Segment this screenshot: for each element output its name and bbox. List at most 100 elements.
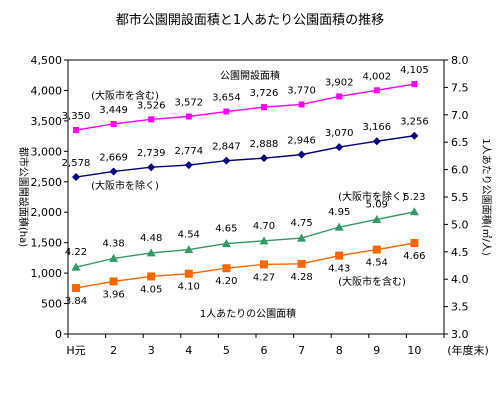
series-3: 4.22 4.38 4.48 4.54 4.65 4.70 4.75 4.95 5.09 5.23 — [65, 192, 426, 271]
y-left-tick-label: 4,500 — [31, 54, 63, 67]
left-axis: 0 500 1,000 1,500 2,000 2,500 3,000 3,500 4,000 4… — [31, 54, 68, 341]
annotation-per-capita: 1人あたりの公園面積 — [200, 307, 296, 320]
data-point — [184, 245, 194, 254]
y-left-tick-label: 1,500 — [31, 237, 63, 250]
data-point — [72, 283, 80, 292]
y-right-tick-label: 7.5 — [451, 81, 469, 94]
series-line — [75, 83, 415, 131]
y-right-tick-label: 4.5 — [451, 246, 469, 259]
data-label: 4.54 — [366, 258, 388, 269]
right-axis: 3.0 3.5 4.0 4.5 5.0 5.5 6.0 6.5 7.0 7.5 8.0 — [444, 54, 469, 341]
data-label: 4.75 — [290, 218, 312, 229]
y-right-tick-label: 3.5 — [451, 301, 469, 314]
data-label: 3,070 — [325, 128, 354, 139]
data-label: 3,350 — [62, 111, 91, 122]
data-point — [146, 248, 156, 257]
data-label: 3,572 — [174, 98, 203, 109]
data-label: 4.54 — [178, 230, 200, 241]
data-point — [260, 154, 268, 163]
y-right-tick-label: 4.0 — [451, 273, 469, 286]
y-left-tick-label: 1,000 — [31, 267, 63, 280]
data-point — [71, 262, 81, 271]
data-point — [373, 87, 380, 94]
y-right-tick-label: 7.0 — [451, 109, 469, 122]
y-left-tick-label: 4,000 — [31, 84, 63, 97]
data-point — [223, 108, 230, 115]
data-point — [297, 150, 306, 159]
y-left-tick-label: 2,500 — [31, 176, 63, 189]
y-left-tick-label: 3,000 — [31, 145, 63, 158]
series-line — [75, 211, 415, 268]
data-label: 2,774 — [174, 146, 203, 157]
y-right-tick-label: 5.5 — [451, 191, 469, 204]
data-point — [109, 167, 118, 176]
y-right-label: 1人あたり公園面積(㎡/人) — [480, 138, 493, 256]
x-tick-label: 5 — [223, 344, 230, 357]
data-label: 4.28 — [290, 272, 312, 283]
data-point — [410, 131, 419, 140]
y-left-tick-label: 500 — [41, 298, 62, 311]
data-label: 4.48 — [140, 233, 162, 244]
data-label: 4.95 — [328, 207, 350, 218]
data-point — [221, 239, 231, 248]
data-label: 4.22 — [65, 247, 87, 258]
data-label: 4.66 — [403, 251, 425, 262]
data-point — [147, 163, 156, 172]
data-label: 3,654 — [212, 93, 241, 104]
series-line — [75, 135, 415, 178]
x-tick-label: 8 — [336, 344, 343, 357]
chart-title: 都市公園開設面積と1人あたり公園面積の推移 — [116, 12, 384, 28]
annotation-excl-osaka-top: (大阪市を除く) — [91, 179, 159, 192]
annotation-park-area: 公園開設面積 — [220, 69, 280, 82]
data-label: 4.65 — [215, 224, 237, 235]
data-label: 4,105 — [400, 65, 429, 76]
data-label: 3,726 — [250, 88, 279, 99]
data-label: 2,739 — [137, 148, 166, 159]
data-label: 3,902 — [325, 77, 354, 88]
data-point — [72, 173, 80, 182]
x-tick-label: 2 — [110, 344, 117, 357]
series-4: 3.84 3.96 4.05 4.10 4.20 4.27 4.28 4.43 4.54 4.66 — [65, 239, 426, 307]
data-label: 4.38 — [102, 238, 124, 249]
data-point — [336, 93, 343, 100]
data-label: 4.70 — [253, 221, 275, 232]
x-tick-label: 4 — [185, 344, 192, 357]
y-right-tick-label: 3.0 — [451, 328, 469, 341]
series-1: 3,350 3,449 3,526 3,572 3,654 3,726 3,770 3,902… — [62, 65, 429, 134]
data-label: 2,847 — [212, 142, 241, 153]
y-right-tick-label: 6.0 — [451, 164, 469, 177]
data-label: 5.09 — [366, 199, 388, 210]
data-label: 3,770 — [287, 85, 316, 96]
data-label: 4.10 — [178, 282, 200, 293]
data-point — [409, 207, 419, 216]
annotation-excl-osaka-bottom: (大阪市を除く) — [338, 190, 406, 203]
y-left-tick-label: 0 — [55, 328, 62, 341]
data-point — [109, 253, 119, 262]
data-label: 3,449 — [99, 105, 128, 116]
data-point — [184, 161, 193, 170]
series-layer: 3,350 3,449 3,526 3,572 3,654 3,726 3,770 3,902… — [62, 65, 429, 307]
data-point — [147, 272, 156, 281]
data-label: 2,578 — [62, 158, 91, 169]
x-unit-label: (年度末) — [447, 343, 489, 357]
data-point — [110, 120, 117, 127]
data-label: 4,002 — [362, 71, 391, 82]
y-left-tick-label: 3,500 — [31, 115, 63, 128]
y-left-tick-label: 2,000 — [31, 206, 63, 219]
data-label: 4.20 — [215, 276, 237, 287]
data-point — [260, 260, 268, 269]
series-line — [75, 242, 415, 289]
data-point — [222, 156, 231, 165]
data-point — [261, 104, 267, 111]
data-point — [297, 233, 307, 242]
series-2: 2,578 2,669 2,739 2,774 2,847 2,888 2,946 3,070… — [62, 117, 429, 182]
data-label: 4.43 — [328, 264, 350, 275]
annotation-incl-osaka-bottom: (大阪市を含む) — [338, 275, 406, 288]
x-tick-label: 7 — [298, 344, 305, 357]
x-axis: H元 2 3 4 5 6 7 8 9 10 — [66, 334, 445, 357]
data-label: 5.23 — [403, 192, 425, 203]
data-label: 3,166 — [362, 122, 391, 133]
data-point — [372, 137, 381, 146]
data-label: 3.84 — [65, 296, 87, 307]
